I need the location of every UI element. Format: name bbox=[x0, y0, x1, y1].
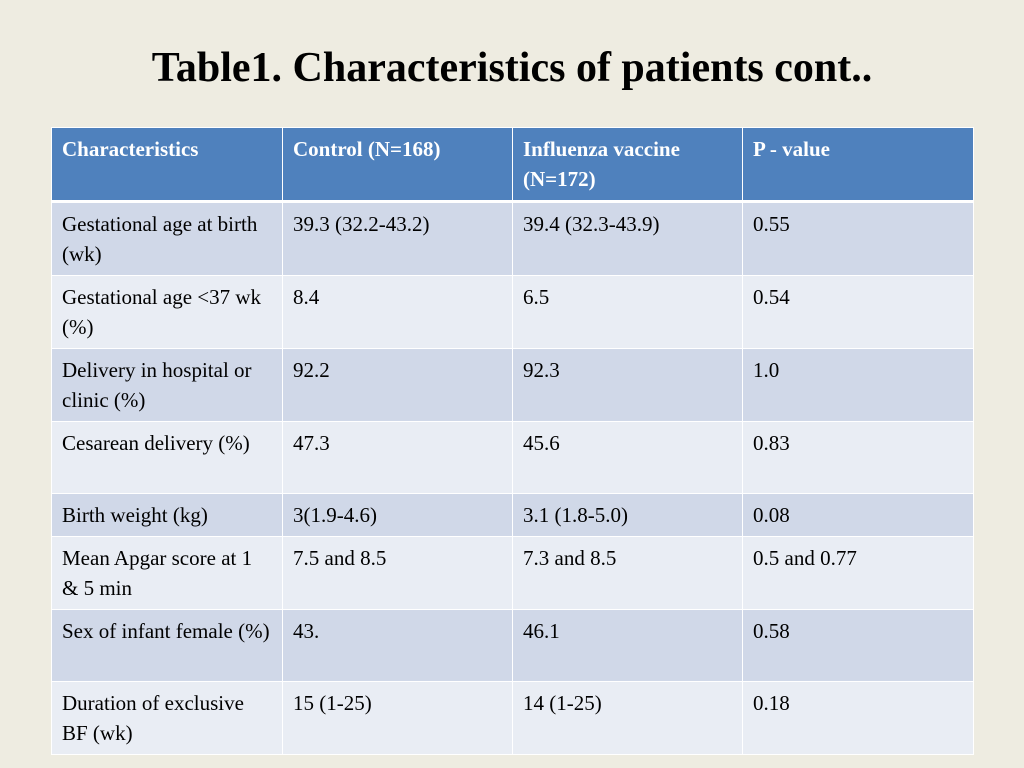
vaccine-cell: 45.6 bbox=[512, 421, 743, 494]
table-header: Characteristics Control (N=168) Influenz… bbox=[51, 127, 974, 203]
table-row: Gestational age at birth (wk) 39.3 (32.2… bbox=[51, 201, 974, 276]
vaccine-cell: 6.5 bbox=[512, 275, 743, 349]
p-value-cell: 1.0 bbox=[742, 348, 974, 422]
characteristic-cell: Delivery in hospital or clinic (%) bbox=[51, 348, 283, 422]
characteristic-cell: Mean Apgar score at 1 & 5 min bbox=[51, 536, 283, 610]
table-body: Gestational age at birth (wk) 39.3 (32.2… bbox=[51, 201, 974, 755]
slide-title: Table1. Characteristics of patients cont… bbox=[151, 45, 873, 91]
control-cell: 43. bbox=[282, 609, 513, 682]
header-influenza-vaccine: Influenza vaccine (N=172) bbox=[512, 127, 743, 203]
vaccine-cell: 3.1 (1.8-5.0) bbox=[512, 493, 743, 537]
characteristic-cell: Gestational age <37 wk (%) bbox=[51, 275, 283, 349]
characteristic-cell: Cesarean delivery (%) bbox=[51, 421, 283, 494]
p-value-cell: 0.5 and 0.77 bbox=[742, 536, 974, 610]
characteristic-cell: Gestational age at birth (wk) bbox=[51, 201, 283, 276]
table-row: Sex of infant female (%) 43. 46.1 0.58 bbox=[51, 609, 974, 682]
vaccine-cell: 92.3 bbox=[512, 348, 743, 422]
characteristic-cell: Birth weight (kg) bbox=[51, 493, 283, 537]
header-row: Characteristics Control (N=168) Influenz… bbox=[51, 127, 974, 203]
control-cell: 7.5 and 8.5 bbox=[282, 536, 513, 610]
p-value-cell: 0.83 bbox=[742, 421, 974, 494]
vaccine-cell: 39.4 (32.3-43.9) bbox=[512, 201, 743, 276]
table-row: Cesarean delivery (%) 47.3 45.6 0.83 bbox=[51, 421, 974, 494]
table-row: Duration of exclusive BF (wk) 15 (1-25) … bbox=[51, 681, 974, 755]
vaccine-cell: 46.1 bbox=[512, 609, 743, 682]
p-value-cell: 0.08 bbox=[742, 493, 974, 537]
table-row: Delivery in hospital or clinic (%) 92.2 … bbox=[51, 348, 974, 422]
header-characteristics: Characteristics bbox=[51, 127, 283, 203]
p-value-cell: 0.54 bbox=[742, 275, 974, 349]
table-row: Gestational age <37 wk (%) 8.4 6.5 0.54 bbox=[51, 275, 974, 349]
control-cell: 39.3 (32.2-43.2) bbox=[282, 201, 513, 276]
p-value-cell: 0.58 bbox=[742, 609, 974, 682]
p-value-cell: 0.55 bbox=[742, 201, 974, 276]
characteristics-table: Characteristics Control (N=168) Influenz… bbox=[51, 127, 974, 755]
table-row: Birth weight (kg) 3(1.9-4.6) 3.1 (1.8-5.… bbox=[51, 493, 974, 537]
characteristic-cell: Sex of infant female (%) bbox=[51, 609, 283, 682]
header-p-value: P - value bbox=[742, 127, 974, 203]
characteristic-cell: Duration of exclusive BF (wk) bbox=[51, 681, 283, 755]
control-cell: 8.4 bbox=[282, 275, 513, 349]
control-cell: 3(1.9-4.6) bbox=[282, 493, 513, 537]
control-cell: 92.2 bbox=[282, 348, 513, 422]
vaccine-cell: 14 (1-25) bbox=[512, 681, 743, 755]
vaccine-cell: 7.3 and 8.5 bbox=[512, 536, 743, 610]
p-value-cell: 0.18 bbox=[742, 681, 974, 755]
control-cell: 47.3 bbox=[282, 421, 513, 494]
control-cell: 15 (1-25) bbox=[282, 681, 513, 755]
header-control: Control (N=168) bbox=[282, 127, 513, 203]
table-row: Mean Apgar score at 1 & 5 min 7.5 and 8.… bbox=[51, 536, 974, 610]
